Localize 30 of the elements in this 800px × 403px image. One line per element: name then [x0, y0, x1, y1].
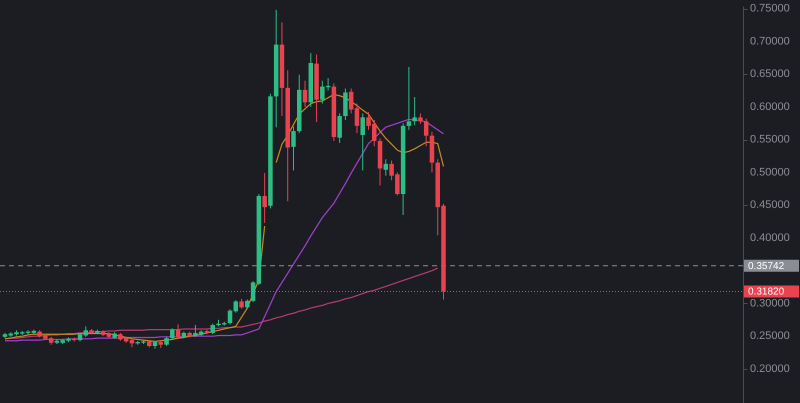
y-tick-label: 0.70000	[750, 35, 790, 48]
candlestick	[245, 298, 250, 310]
candlestick	[262, 172, 267, 224]
candlestick	[406, 66, 412, 130]
y-tick-label: 0.45000	[750, 199, 790, 212]
candlestick	[302, 80, 308, 108]
y-tick-label: 0.65000	[750, 68, 790, 80]
candlestick	[239, 298, 244, 310]
y-tick-label: 0.75000	[750, 2, 790, 15]
ref-line-label: 0.35742	[748, 260, 785, 272]
y-tick-label: 0.25000	[750, 330, 790, 342]
candlestick	[210, 323, 215, 335]
candlestick	[170, 328, 175, 340]
candlestick	[291, 126, 296, 171]
y-tick-label: 0.60000	[750, 100, 790, 113]
candlestick	[384, 158, 388, 176]
candlestick	[337, 112, 342, 144]
y-tick-label: 0.20000	[750, 362, 790, 375]
candlestick	[343, 88, 348, 120]
candlestick	[418, 112, 423, 124]
candlestick	[164, 336, 169, 347]
candlestick	[360, 112, 365, 171]
candlestick	[412, 96, 417, 126]
y-tick-label: 0.40000	[750, 232, 790, 244]
y-tick-label: 0.55000	[750, 134, 790, 146]
y-tick-label: 0.30000	[750, 297, 790, 310]
ref-line-label: 0.31820	[748, 286, 785, 298]
candlestick	[424, 118, 428, 147]
candlestick	[176, 324, 180, 339]
y-tick-label: 0.50000	[750, 166, 790, 178]
